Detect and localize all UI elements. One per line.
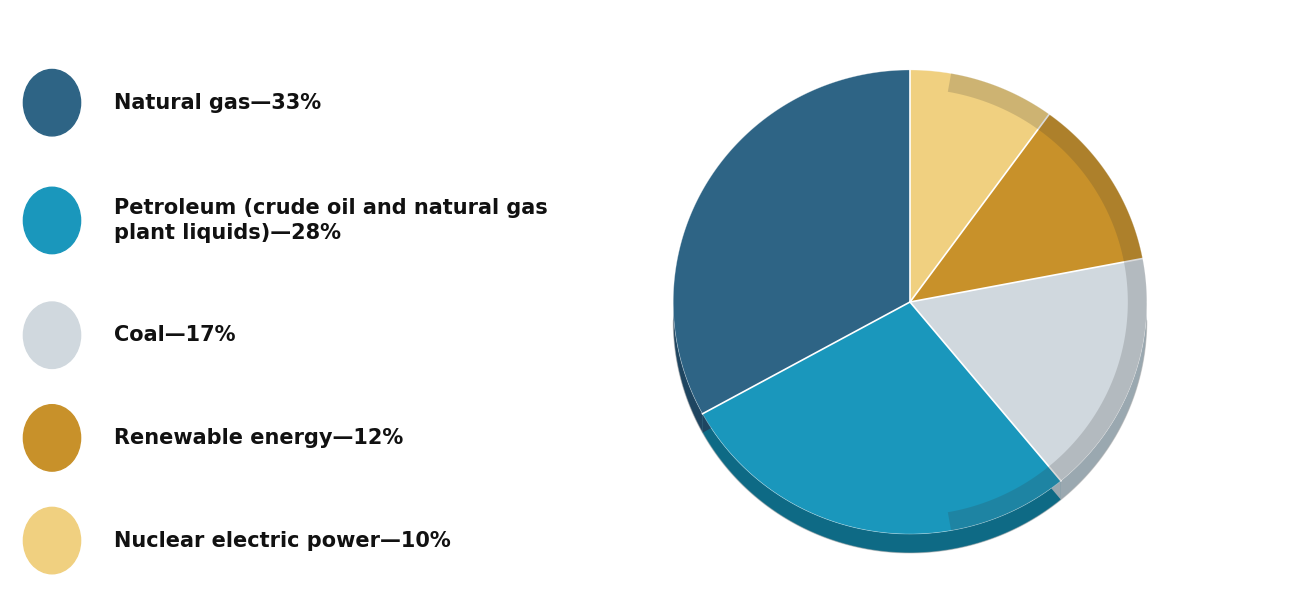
Polygon shape	[910, 302, 1061, 500]
Text: Petroleum (crude oil and natural gas
plant liquids)—28%: Petroleum (crude oil and natural gas pla…	[114, 198, 549, 243]
Polygon shape	[673, 307, 702, 432]
Polygon shape	[910, 259, 1147, 481]
Polygon shape	[1061, 303, 1147, 500]
Circle shape	[23, 507, 81, 574]
Text: Renewable energy—12%: Renewable energy—12%	[114, 428, 403, 448]
Text: Coal—17%: Coal—17%	[114, 325, 235, 345]
Polygon shape	[702, 302, 910, 432]
Polygon shape	[702, 302, 1061, 534]
Polygon shape	[673, 70, 910, 414]
Polygon shape	[702, 414, 1061, 553]
Polygon shape	[702, 302, 910, 432]
Circle shape	[23, 187, 81, 254]
Polygon shape	[910, 70, 1049, 302]
Polygon shape	[910, 114, 1143, 302]
Circle shape	[23, 302, 81, 368]
Text: Nuclear electric power—10%: Nuclear electric power—10%	[114, 530, 451, 551]
Polygon shape	[910, 302, 1061, 500]
Circle shape	[23, 405, 81, 471]
Text: Natural gas—33%: Natural gas—33%	[114, 92, 321, 113]
Circle shape	[23, 69, 81, 136]
Polygon shape	[948, 74, 1147, 530]
